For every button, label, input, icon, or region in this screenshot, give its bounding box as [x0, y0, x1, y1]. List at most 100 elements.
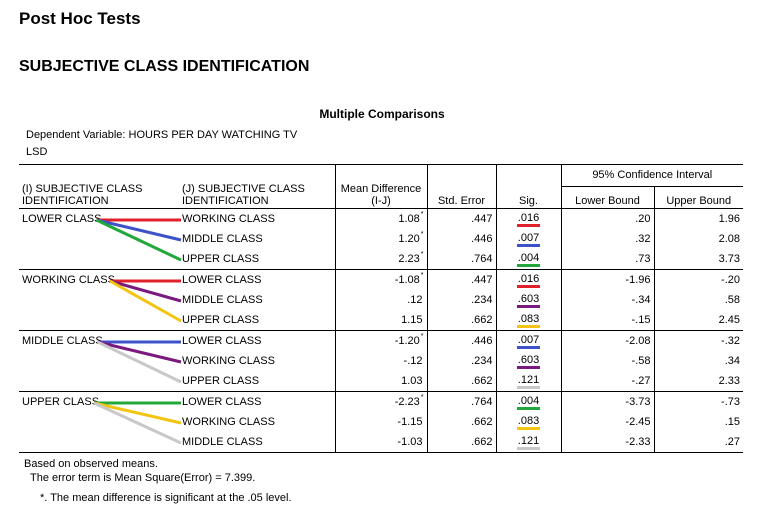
cell-sig: .016 — [496, 208, 562, 229]
table-row: MIDDLE CLASS -1.03 .662 .121 -2.33 .27 — [19, 432, 743, 453]
cell-sig: .083 — [496, 412, 562, 432]
cell-std-error: .764 — [427, 249, 497, 270]
col-header-upper-bound: Upper Bound — [654, 186, 743, 209]
section-title: SUBJECTIVE CLASS IDENTIFICATION — [19, 58, 310, 75]
cell-upper-bound: 1.96 — [654, 208, 743, 229]
page-title: Post Hoc Tests — [19, 9, 141, 28]
cell-sig: .004 — [496, 249, 562, 270]
cell-lower-bound-text: .73 — [635, 253, 651, 265]
cell-mean-diff-text: -.12 — [403, 355, 423, 367]
col-header-lower-bound: Lower Bound — [561, 186, 655, 209]
cell-lower-bound: .73 — [561, 249, 655, 270]
col-header-i: (I) SUBJECTIVE CLASS IDENTIFICATION — [19, 164, 179, 209]
cell-std-error: .764 — [427, 391, 497, 412]
cell-upper-bound: .15 — [654, 412, 743, 432]
cell-mean-diff: 1.15 — [335, 310, 428, 331]
footnote-error-term: The error term is Mean Square(Error) = 7… — [30, 472, 256, 484]
cell-lower-bound-text: -2.45 — [625, 416, 651, 428]
cell-j-class: MIDDLE CLASS — [179, 290, 336, 310]
sig-value: .004 — [516, 395, 541, 410]
cell-j-class-text: UPPER CLASS — [182, 253, 260, 265]
cell-mean-diff: -1.08* — [335, 269, 428, 290]
cell-mean-diff-text: -1.03 — [397, 436, 423, 448]
cell-lower-bound: -2.33 — [561, 432, 655, 453]
cell-lower-bound-text: -3.73 — [625, 396, 651, 408]
cell-upper-bound: -.32 — [654, 330, 743, 351]
cell-mean-diff-text: 1.15 — [401, 314, 423, 326]
table-row: WORKING CLASS -1.15 .662 .083 -2.45 .15 — [19, 412, 743, 432]
cell-mean-diff-text: -1.20 — [394, 335, 420, 347]
cell-i-class — [19, 371, 179, 392]
cell-upper-bound-text: 1.96 — [718, 213, 740, 225]
cell-lower-bound: -.58 — [561, 351, 655, 371]
cell-i-class-text: MIDDLE CLASS — [22, 335, 103, 347]
sig-value: .603 — [516, 293, 541, 308]
cell-std-error-text: .447 — [471, 274, 493, 286]
cell-upper-bound: .34 — [654, 351, 743, 371]
cell-j-class: LOWER CLASS — [179, 391, 336, 412]
table-row: UPPER CLASS LOWER CLASS -2.23* .764 .004 -3.7… — [19, 391, 743, 412]
footnote-observed-means: Based on observed means. — [24, 458, 158, 470]
cell-j-class: WORKING CLASS — [179, 412, 336, 432]
cell-i-class — [19, 310, 179, 331]
cell-j-class-text: UPPER CLASS — [182, 375, 260, 387]
table-row: UPPER CLASS 1.15 .662 .083 -.15 2.45 — [19, 310, 743, 331]
cell-upper-bound: 2.45 — [654, 310, 743, 331]
cell-mean-diff-text: 1.20 — [398, 233, 420, 245]
cell-std-error: .662 — [427, 310, 497, 331]
sig-value: .007 — [516, 334, 541, 349]
cell-std-error-text: .446 — [471, 335, 493, 347]
cell-lower-bound-text: -2.08 — [625, 335, 651, 347]
cell-mean-diff: -2.23* — [335, 391, 428, 412]
cell-j-class-text: MIDDLE CLASS — [182, 233, 263, 245]
table-row: UPPER CLASS 1.03 .662 .121 -.27 2.33 — [19, 371, 743, 392]
cell-j-class: UPPER CLASS — [179, 249, 336, 270]
table-row: MIDDLE CLASS 1.20* .446 .007 .32 2.08 — [19, 229, 743, 249]
cell-lower-bound: -.27 — [561, 371, 655, 392]
sig-value: .083 — [516, 415, 541, 430]
cell-lower-bound: -.15 — [561, 310, 655, 331]
cell-i-class — [19, 290, 179, 310]
sig-value: .016 — [516, 273, 541, 288]
cell-mean-diff-text: -2.23 — [394, 396, 420, 408]
significance-star: * — [420, 333, 424, 340]
cell-std-error: .662 — [427, 371, 497, 392]
cell-std-error: .446 — [427, 229, 497, 249]
cell-j-class: WORKING CLASS — [179, 208, 336, 229]
cell-std-error-text: .662 — [471, 416, 493, 428]
cell-std-error-text: .234 — [471, 355, 493, 367]
table-row: WORKING CLASS LOWER CLASS -1.08* .447 .016 -1… — [19, 269, 743, 290]
cell-sig: .603 — [496, 290, 562, 310]
cell-upper-bound-text: 2.45 — [718, 314, 740, 326]
cell-upper-bound: 2.33 — [654, 371, 743, 392]
cell-lower-bound-text: -.34 — [631, 294, 651, 306]
cell-std-error-text: .662 — [471, 314, 493, 326]
cell-sig: .603 — [496, 351, 562, 371]
cell-lower-bound: -1.96 — [561, 269, 655, 290]
cell-mean-diff: 1.20* — [335, 229, 428, 249]
cell-j-class-text: UPPER CLASS — [182, 314, 260, 326]
cell-i-class: UPPER CLASS — [19, 391, 179, 412]
cell-i-class — [19, 412, 179, 432]
cell-mean-diff-text: -1.08 — [394, 274, 420, 286]
cell-i-class — [19, 249, 179, 270]
significance-star: * — [420, 394, 424, 401]
cell-upper-bound: 2.08 — [654, 229, 743, 249]
cell-i-class: LOWER CLASS — [19, 208, 179, 229]
table-row: UPPER CLASS 2.23* .764 .004 .73 3.73 — [19, 249, 743, 270]
cell-mean-diff: 1.03 — [335, 371, 428, 392]
cell-j-class-text: WORKING CLASS — [182, 355, 275, 367]
cell-j-class: UPPER CLASS — [179, 371, 336, 392]
cell-lower-bound-text: -2.33 — [625, 436, 651, 448]
table-row: MIDDLE CLASS LOWER CLASS -1.20* .446 .007 -2.… — [19, 330, 743, 351]
cell-lower-bound: .32 — [561, 229, 655, 249]
sig-value: .121 — [516, 435, 541, 450]
cell-j-class-text: LOWER CLASS — [182, 335, 262, 347]
cell-mean-diff: 2.23* — [335, 249, 428, 270]
cell-lower-bound-text: .20 — [635, 213, 651, 225]
cell-j-class-text: MIDDLE CLASS — [182, 436, 263, 448]
cell-sig: .121 — [496, 371, 562, 392]
col-header-j: (J) SUBJECTIVE CLASS IDENTIFICATION — [179, 164, 336, 209]
cell-std-error-text: .764 — [471, 253, 493, 265]
significance-star: * — [420, 211, 424, 218]
